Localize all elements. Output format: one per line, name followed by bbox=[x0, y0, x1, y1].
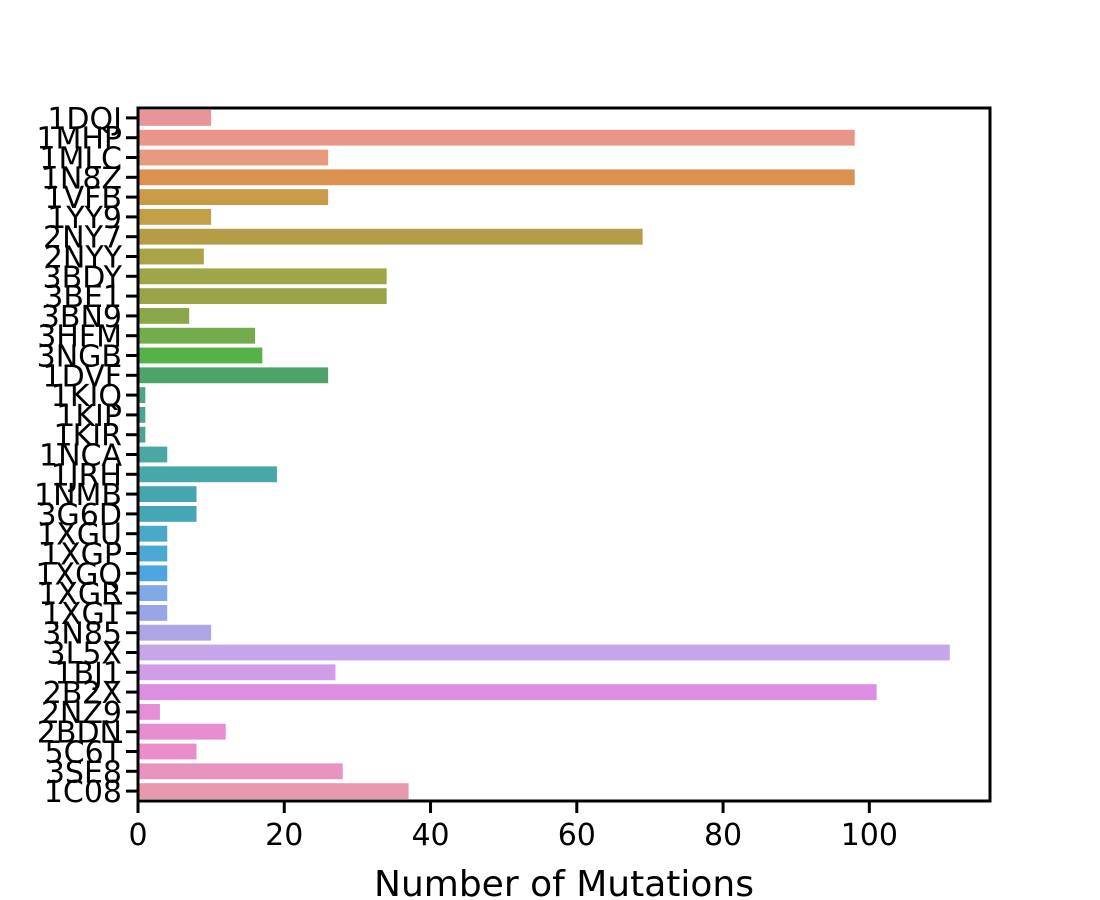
y-tick-label: 1NMB bbox=[34, 478, 122, 513]
y-tick-label: 2B2X bbox=[43, 676, 122, 711]
bar-3g6d bbox=[138, 505, 197, 522]
x-tick-label: 60 bbox=[558, 818, 596, 853]
bar-3n85 bbox=[138, 624, 212, 641]
y-tick-label: 1DQJ bbox=[47, 102, 122, 137]
x-tick-label: 0 bbox=[128, 818, 147, 853]
bar-1xgq bbox=[138, 565, 168, 582]
bar-1bj1 bbox=[138, 664, 336, 681]
y-tick-label: 3SE8 bbox=[46, 755, 122, 790]
y-tick-label: 3L5X bbox=[47, 637, 122, 672]
x-tick-label: 80 bbox=[704, 818, 742, 853]
y-tick-label: 5C6T bbox=[45, 736, 123, 771]
y-tick-label: 3BN9 bbox=[41, 300, 122, 335]
y-tick-label: 2BDN bbox=[37, 716, 122, 751]
y-tick-label: 3HFM bbox=[37, 320, 122, 355]
bar-2ny7 bbox=[138, 228, 643, 245]
y-tick-label: 1MLC bbox=[39, 142, 122, 177]
bar-3bn9 bbox=[138, 307, 190, 324]
y-tick-label: 1KIQ bbox=[51, 379, 122, 414]
y-tick-label: 1VFB bbox=[45, 181, 122, 216]
bar-1mlc bbox=[138, 149, 329, 166]
plot-frame bbox=[136, 106, 992, 803]
bar-2nz9 bbox=[138, 703, 160, 720]
bar-2b2x bbox=[138, 684, 877, 701]
bar-1c08 bbox=[138, 783, 409, 800]
bar-1mhp bbox=[138, 129, 855, 146]
bar-1jrh bbox=[138, 466, 277, 483]
bar-1yy9 bbox=[138, 208, 212, 225]
bar-1dvf bbox=[138, 367, 329, 384]
y-tick-label: 3NGB bbox=[37, 340, 122, 375]
bar-3hfm bbox=[138, 327, 256, 344]
bar-3ngb bbox=[138, 347, 263, 364]
x-tick-label: 20 bbox=[265, 818, 303, 853]
y-tick-label: 1XGR bbox=[38, 577, 122, 612]
bar-1xgt bbox=[138, 604, 168, 621]
y-tick-label: 1XGT bbox=[42, 597, 123, 632]
y-tick-label: 1YY9 bbox=[47, 201, 122, 236]
bar-3se8 bbox=[138, 763, 343, 780]
y-tick-label: 2NY7 bbox=[43, 221, 122, 256]
bar-1xgr bbox=[138, 585, 168, 602]
y-tick-label: 1XGQ bbox=[36, 557, 123, 592]
bar-2nyy bbox=[138, 248, 204, 265]
y-tick-label: 1KIP bbox=[56, 399, 122, 434]
bar-3l5x bbox=[138, 644, 950, 661]
bar-3bdy bbox=[138, 268, 387, 285]
bar-1xgu bbox=[138, 525, 168, 542]
bar-1kip bbox=[138, 406, 146, 423]
bar-1n8z bbox=[138, 169, 855, 186]
bar-1nmb bbox=[138, 486, 197, 503]
y-tick-label: 1BJ1 bbox=[54, 656, 122, 691]
y-tick-label: 2NZ9 bbox=[41, 696, 122, 731]
y-tick-label: 1DVF bbox=[43, 359, 122, 394]
bar-5c6t bbox=[138, 743, 197, 760]
y-tick-label: 2NYY bbox=[44, 241, 123, 276]
y-tick-label: 3BDY bbox=[43, 260, 123, 295]
y-tick-label: 1MHP bbox=[36, 122, 122, 157]
bar-1kir bbox=[138, 426, 146, 443]
y-tick-label: 1N8Z bbox=[41, 161, 122, 196]
y-tick-label: 1KIR bbox=[54, 419, 122, 454]
y-tick-label: 1NCA bbox=[39, 439, 122, 474]
bar-1dqj bbox=[138, 109, 212, 126]
x-tick-label: 40 bbox=[411, 818, 449, 853]
bars-group bbox=[138, 109, 950, 800]
x-tick-label: 100 bbox=[841, 818, 898, 853]
y-tick-label: 3G6D bbox=[37, 498, 122, 533]
y-tick-label: 1XGP bbox=[41, 538, 122, 573]
bar-1vfb bbox=[138, 189, 329, 206]
x-axis-title: Number of Mutations bbox=[374, 864, 754, 900]
y-tick-label: 1XGU bbox=[37, 518, 122, 553]
bar-1xgp bbox=[138, 545, 168, 562]
bar-1kiq bbox=[138, 387, 146, 404]
y-tick-label: 1C08 bbox=[44, 775, 122, 810]
bar-3be1 bbox=[138, 288, 387, 305]
y-tick-label: 1JRH bbox=[51, 458, 122, 493]
y-tick-label: 3N85 bbox=[42, 617, 122, 652]
bar-2bdn bbox=[138, 723, 226, 740]
bar-1nca bbox=[138, 446, 168, 463]
y-tick-label: 3BE1 bbox=[44, 280, 122, 315]
y-axis-ticks: 1DQJ1MHP1MLC1N8Z1VFB1YY92NY72NYY3BDY3BE1… bbox=[34, 102, 138, 810]
x-axis-ticks: 0 20 40 60 80 100 bbox=[128, 801, 898, 853]
